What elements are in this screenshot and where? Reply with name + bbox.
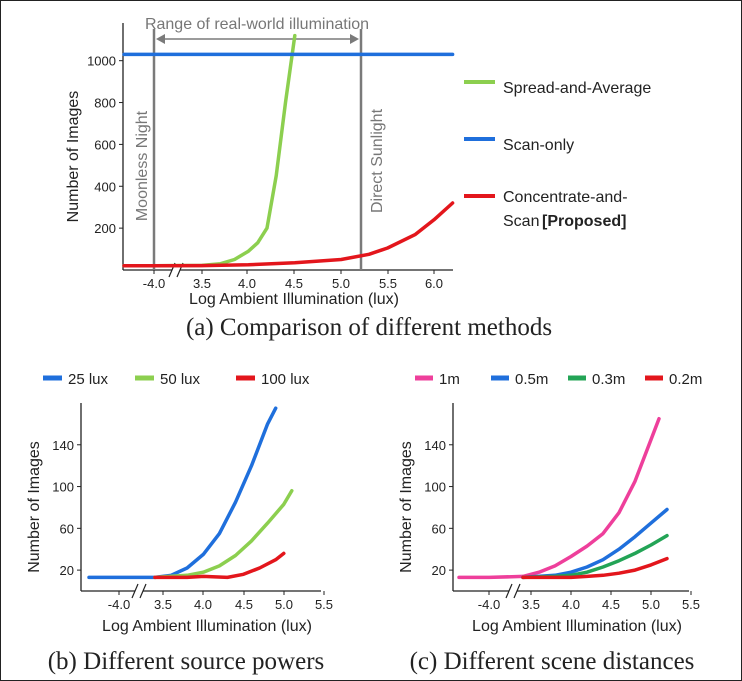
direct-sunlight-label: Direct Sunlight — [369, 108, 386, 213]
axis-break-mark — [505, 583, 513, 599]
caption-c: (c) Different scene distances — [410, 648, 695, 675]
legend-concentrate-line1: Concentrate-and- — [503, 189, 628, 206]
y-tick-label: 60 — [60, 521, 74, 536]
series-line-50-lux — [153, 488, 294, 580]
legend-label: 50 lux — [160, 371, 201, 388]
x-tick-label: 5.5 — [379, 276, 397, 291]
y-tick-label: 600 — [94, 137, 116, 152]
series-line-1m — [457, 416, 661, 580]
caption-a: (a) Comparison of different methods — [186, 314, 552, 341]
panel-a: -4.0 3.5 4.0 4.5 5.0 5.5 6.0 200 400 600 800 1000 Lo… — [65, 16, 651, 308]
axis-break-mark — [513, 583, 521, 599]
x-tick-label: 4.5 — [285, 276, 303, 291]
range-arrowhead-left — [156, 34, 165, 44]
x-axis-label: Log Ambient Illumination (lux) — [472, 618, 682, 635]
y-tick-label: 140 — [424, 438, 446, 453]
axis-break-mark — [131, 583, 139, 599]
y-tick-label: 200 — [94, 221, 116, 236]
legend-proposed-label: [Proposed] — [542, 213, 626, 230]
axis-break-mark — [139, 583, 147, 599]
caption-b: (b) Different source powers — [48, 648, 325, 675]
x-tick-label: 5.5 — [315, 597, 333, 612]
range-arrowhead-right — [350, 34, 359, 44]
series-line-25-lux — [87, 406, 278, 580]
y-tick-label: 400 — [94, 179, 116, 194]
legend-label: 0.2m — [669, 371, 702, 388]
y-tick-label: 100 — [52, 480, 74, 495]
x-tick-label: 6.0 — [425, 276, 443, 291]
y-tick-label: 20 — [432, 563, 446, 578]
legend-label: 25 lux — [68, 371, 109, 388]
legend-label: 0.3m — [592, 371, 625, 388]
x-axis-label: Log Ambient Illumination (lux) — [102, 618, 312, 635]
x-tick-label: 5.5 — [682, 597, 700, 612]
legend-label: 0.5m — [515, 371, 548, 388]
legend-label: 1m — [439, 371, 460, 388]
y-axis-label: Number of Images — [26, 441, 43, 573]
y-axis-label: Number of Images — [398, 441, 415, 573]
panel-b: -4.0 3.5 4.0 4.5 5.0 5.5 20 60 100 140 Log Ambient… — [26, 371, 333, 635]
series-line-0-5m — [521, 507, 669, 580]
legend-scan-only-label: Scan-only — [503, 137, 574, 154]
x-tick-label: 5.0 — [642, 597, 660, 612]
y-tick-label: 800 — [94, 96, 116, 111]
panel-c: -4.0 3.5 4.0 4.5 5.0 5.5 20 60 100 140 Log Ambient… — [398, 371, 702, 635]
x-tick-label: 5.0 — [332, 276, 350, 291]
series-line-concentrate-and-scan — [122, 201, 455, 268]
x-tick-label: -4.0 — [478, 597, 500, 612]
x-tick-label: -4.0 — [143, 276, 165, 291]
x-tick-label: 5.0 — [275, 597, 293, 612]
y-tick-label: 20 — [60, 563, 74, 578]
series-line-0-2m — [521, 556, 669, 580]
y-tick-label: 140 — [52, 438, 74, 453]
legend-label: 100 lux — [261, 371, 310, 388]
x-tick-label: 3.5 — [522, 597, 540, 612]
legend-spread-and-average-label: Spread-and-Average — [503, 80, 651, 97]
range-label: Range of real-world illumination — [145, 16, 369, 33]
x-tick-label: 4.5 — [235, 597, 253, 612]
x-tick-label: 4.0 — [562, 597, 580, 612]
x-tick-label: 3.5 — [154, 597, 172, 612]
y-tick-label: 100 — [424, 480, 446, 495]
x-axis-label: Log Ambient Illumination (lux) — [189, 291, 399, 308]
x-tick-label: 4.5 — [602, 597, 620, 612]
y-tick-label: 1000 — [87, 54, 116, 69]
y-axis-label: Number of Images — [65, 91, 82, 223]
x-tick-label: -4.0 — [108, 597, 130, 612]
x-tick-label: 4.0 — [238, 276, 256, 291]
y-tick-label: 60 — [432, 521, 446, 536]
series-line-100-lux — [153, 551, 286, 580]
moonless-night-label: Moonless Night — [134, 110, 151, 221]
x-tick-label: 3.5 — [193, 276, 211, 291]
x-tick-label: 4.0 — [194, 597, 212, 612]
legend-concentrate-line2: Scan — [503, 213, 539, 230]
